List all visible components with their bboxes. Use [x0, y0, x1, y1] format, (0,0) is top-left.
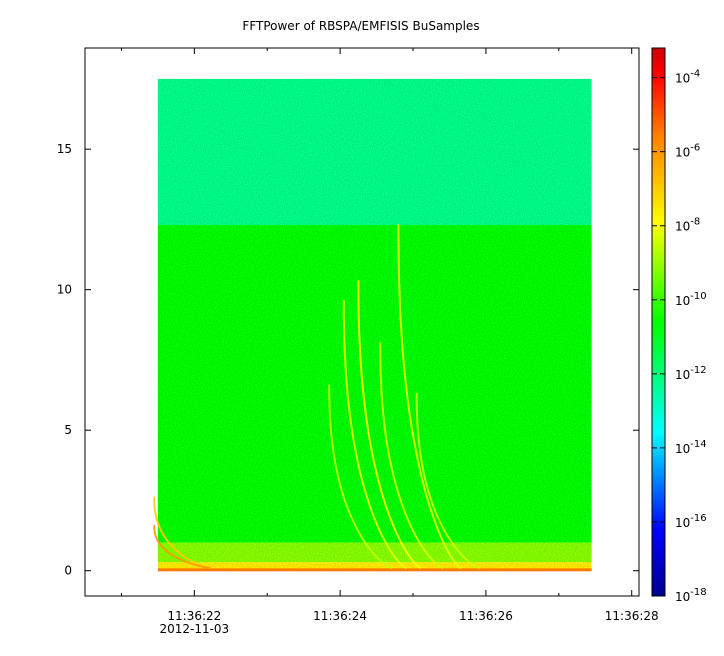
colorbar-tick-label: 10-12: [675, 365, 707, 382]
axes: 0 5 10 15 11:36:22 11:36:24 11:36:26 11:36:28 20…: [57, 47, 659, 636]
colorbar-tick-label: 10-8: [675, 217, 700, 234]
colorbar-gradient: [651, 47, 666, 597]
x-tick-label: 11:36:24: [313, 609, 367, 623]
plot-area: [153, 78, 592, 572]
chart-title: FFTPower of RBSPA/EMFISIS BuSamples: [242, 19, 479, 33]
x-tick-label: 11:36:22: [167, 609, 221, 623]
whistler-trace-3: [342, 299, 407, 569]
x-date-label: 2012-11-03: [159, 622, 229, 636]
whistler-trace-0: [153, 496, 211, 569]
x-tick-label: 11:36:28: [605, 609, 659, 623]
whistler-trace-7: [415, 392, 480, 569]
y-tick-label: 10: [57, 283, 72, 297]
colorbar-tick-label: 10-18: [675, 587, 707, 604]
colorbar-tick-label: 10-10: [675, 291, 707, 308]
colorbar-tick-label: 10-16: [675, 513, 707, 530]
whistler-trace-1: [153, 524, 211, 569]
colorbar: 10-4 10-6 10-8 10-10 10-12 10-14 10-16 10-18: [651, 47, 707, 604]
y-tick-label: 5: [64, 423, 72, 437]
y-tick-label: 0: [64, 564, 72, 578]
colorbar-tick-label: 10-14: [675, 439, 707, 456]
spectrogram-noise: [157, 78, 592, 571]
whistler-trace-2: [328, 384, 393, 569]
whistler-trace-5: [379, 342, 444, 569]
y-tick-label: 15: [57, 142, 72, 156]
x-tick-label: 11:36:26: [459, 609, 513, 623]
spectrogram-floor: [157, 568, 592, 572]
whistler-trace-6: [397, 224, 462, 569]
colorbar-tick-label: 10-4: [675, 69, 700, 86]
plot-frame: [84, 47, 640, 597]
colorbar-tick-label: 10-6: [675, 143, 700, 160]
whistler-trace-4: [357, 280, 422, 569]
